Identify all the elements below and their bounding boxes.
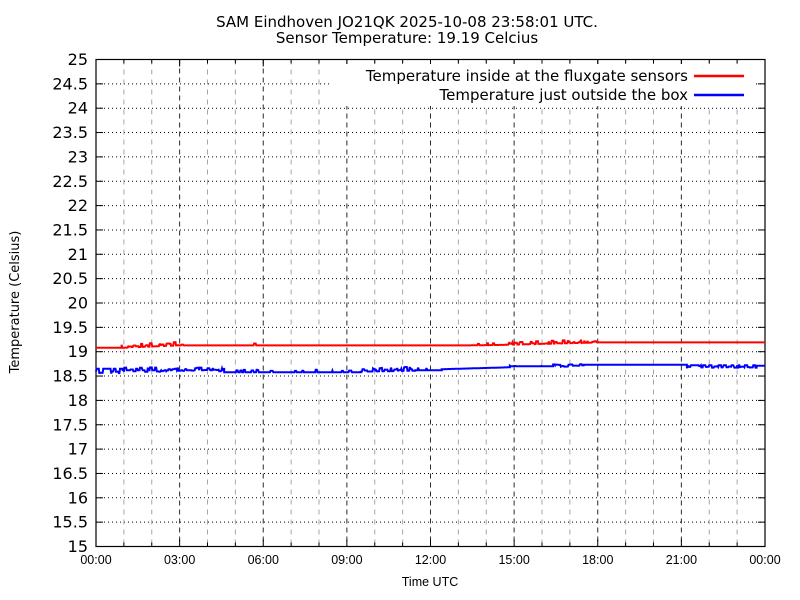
y-tick-label: 16.5 xyxy=(52,464,88,483)
x-tick-label: 03:00 xyxy=(164,553,195,567)
chart-subtitle: Sensor Temperature: 19.19 Celcius xyxy=(276,29,539,47)
legend-label: Temperature inside at the fluxgate senso… xyxy=(365,67,688,85)
series-inside-line xyxy=(96,339,765,349)
x-tick-label: 00:00 xyxy=(80,553,111,567)
x-tick-label: 12:00 xyxy=(415,553,446,567)
y-tick-label: 17 xyxy=(68,440,88,459)
legend-background xyxy=(330,64,756,106)
y-tick-label: 22.5 xyxy=(52,172,88,191)
y-tick-label: 20.5 xyxy=(52,269,88,288)
y-tick-label: 15.5 xyxy=(52,513,88,532)
y-tick-label: 15 xyxy=(68,537,88,556)
y-tick-label: 17.5 xyxy=(52,415,88,434)
y-tick-label: 21.5 xyxy=(52,220,88,239)
x-tick-label: 18:00 xyxy=(582,553,613,567)
y-axis-label: Temperature (Celsius) xyxy=(8,231,23,375)
y-tick-label: 18.5 xyxy=(52,367,88,386)
y-tick-label: 24 xyxy=(68,99,88,118)
y-tick-label: 19.5 xyxy=(52,318,88,337)
y-tick-label: 20 xyxy=(68,294,88,313)
legend-label: Temperature just outside the box xyxy=(439,86,689,104)
y-tick-label: 25 xyxy=(68,50,88,69)
x-axis-label: Time UTC xyxy=(402,575,458,589)
y-tick-label: 16 xyxy=(68,488,88,507)
y-tick-label: 18 xyxy=(68,391,88,410)
x-tick-label: 06:00 xyxy=(248,553,279,567)
series-outside-line xyxy=(95,362,765,375)
x-tick-label: 00:00 xyxy=(749,553,780,567)
y-tick-label: 21 xyxy=(68,245,88,264)
y-tick-label: 24.5 xyxy=(52,74,88,93)
y-tick-label: 23.5 xyxy=(52,123,88,142)
y-tick-label: 23 xyxy=(68,147,88,166)
y-tick-label: 22 xyxy=(68,196,88,215)
x-tick-label: 21:00 xyxy=(666,553,697,567)
y-tick-label: 19 xyxy=(68,342,88,361)
chart-title: SAM Eindhoven JO21QK 2025-10-08 23:58:01… xyxy=(216,13,598,31)
x-tick-label: 09:00 xyxy=(331,553,362,567)
x-tick-label: 15:00 xyxy=(498,553,529,567)
plot-border xyxy=(95,58,766,548)
